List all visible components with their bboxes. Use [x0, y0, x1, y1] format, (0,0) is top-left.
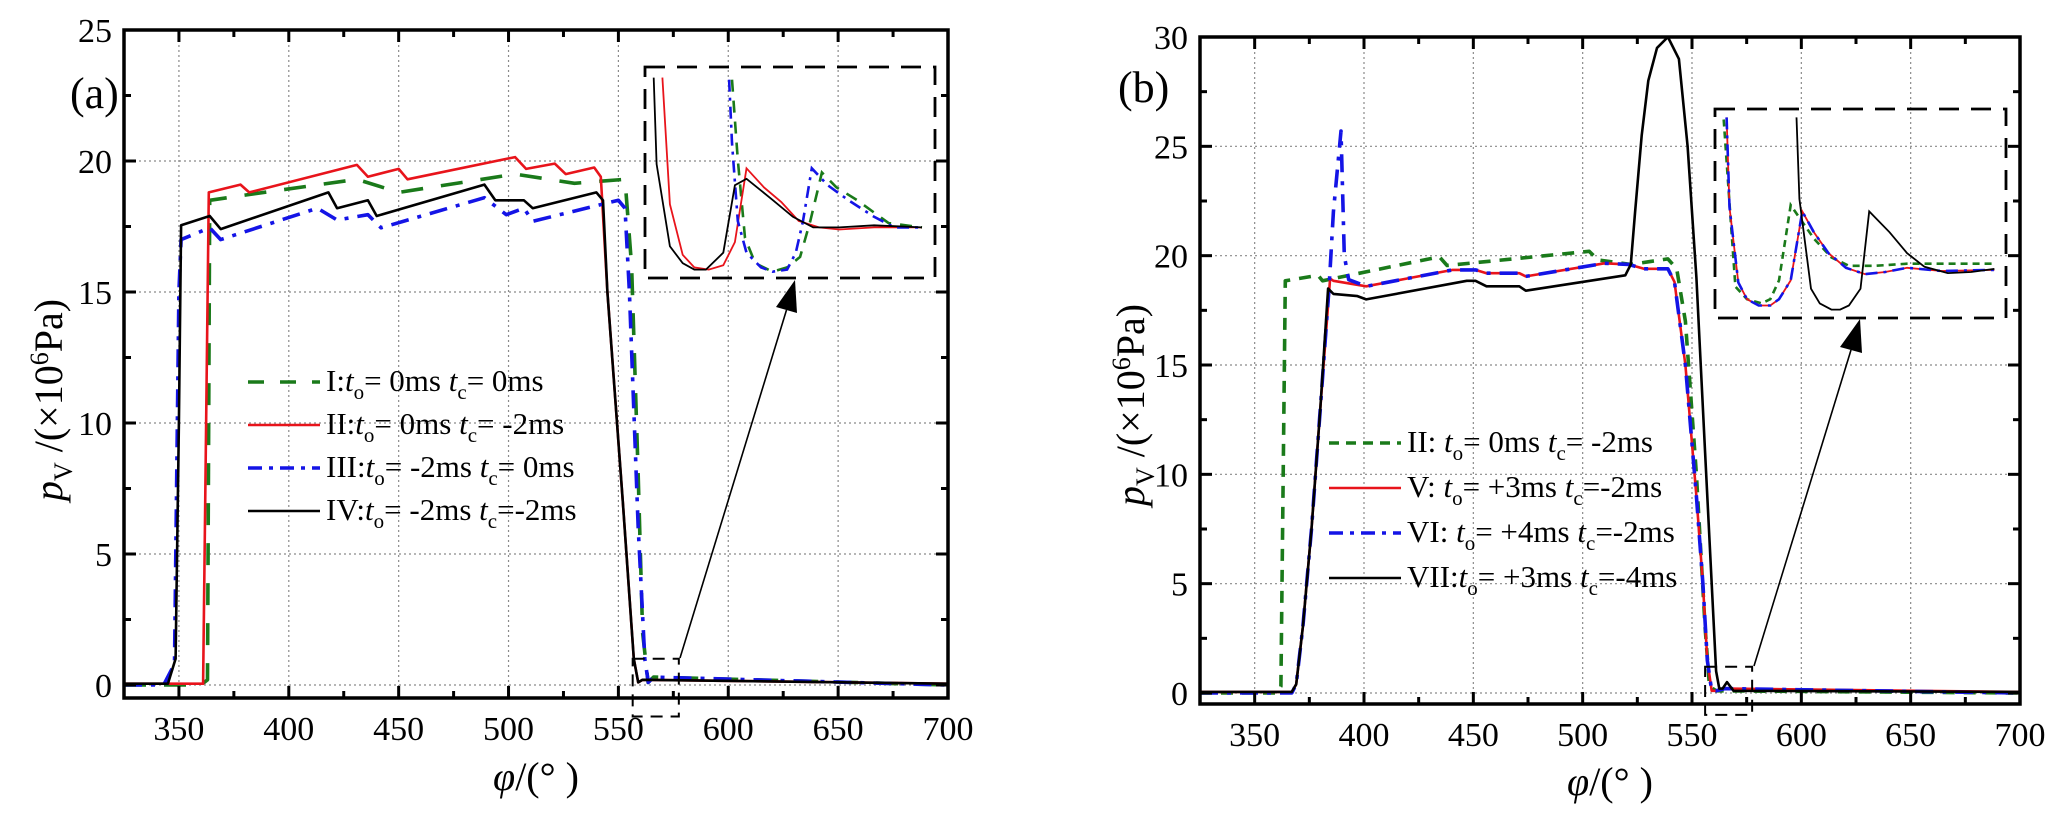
y-tick-label: 15 [78, 275, 112, 312]
inset-line-II [1722, 119, 1995, 305]
y-tick-label: 30 [1154, 20, 1188, 57]
inset-magnified-view [1713, 107, 2008, 320]
x-tick-label: 600 [703, 711, 754, 748]
legend-label: V: to= +3ms tc=-2ms [1407, 469, 1662, 510]
x-tick-label: 350 [153, 711, 204, 748]
legend-item-V: V: to= +3ms tc=-2ms [1329, 469, 1662, 510]
legend-label: II: to= 0ms tc= -2ms [1407, 424, 1653, 465]
legend-label: III:to= -2ms tc= 0ms [326, 449, 575, 490]
gridlines [124, 30, 948, 698]
x-tick-label: 400 [263, 711, 314, 748]
series-line-IV [124, 183, 948, 686]
legend-item-II: II:to= 0ms tc= -2ms [248, 406, 564, 447]
chart-panel-b: 350 400 450 500 550 600 650 700 0 5 10 15 20 25 30 (b) φ… [1107, 20, 2046, 804]
inset-line-VII [1795, 117, 1995, 311]
y-tick-label: 10 [1154, 457, 1188, 494]
x-axis-title: φ/(° ) [493, 754, 579, 799]
x-tick-label: 350 [1229, 717, 1280, 754]
arrow-head-icon [1840, 319, 1862, 353]
legend-item-III: III:to= -2ms tc= 0ms [248, 449, 575, 490]
y-tick-label: 15 [1154, 348, 1188, 385]
y-tick-label: 5 [1171, 567, 1188, 604]
inset-line-IV [652, 77, 923, 271]
x-axis-title: φ/(° ) [1567, 759, 1653, 804]
legend-item-VI: VI: to= +4ms tc=-2ms [1329, 514, 1675, 555]
zoom-region-box [1704, 665, 1754, 716]
y-tick-label: 0 [1171, 676, 1188, 713]
y-tick-label: 25 [1154, 129, 1188, 166]
legend-label: IV:to= -2ms tc=-2ms [326, 492, 577, 533]
x-tick-label: 650 [1885, 717, 1936, 754]
inset-magnified-view [643, 65, 937, 280]
y-tick-label: 0 [95, 668, 112, 705]
legend-label: VII:to= +3ms tc=-4ms [1407, 559, 1677, 600]
legend-item-IV: IV:to= -2ms tc=-2ms [248, 492, 577, 533]
x-tick-label: 650 [813, 711, 864, 748]
series-group [124, 155, 948, 687]
legend-item-II: II: to= 0ms tc= -2ms [1329, 424, 1653, 465]
pointer-arrow-line [679, 309, 788, 659]
inset-frame [1713, 107, 2008, 320]
y-tick-label: 10 [78, 406, 112, 443]
gridlines [1200, 37, 2020, 704]
x-tick-label: 450 [1448, 717, 1499, 754]
arrow-head-icon [776, 280, 797, 313]
x-tick-label: 700 [923, 711, 974, 748]
panel-label: (a) [70, 69, 119, 118]
legend-label: II:to= 0ms tc= -2ms [326, 406, 564, 447]
axes-frame [122, 28, 950, 700]
legend-item-VII: VII:to= +3ms tc=-4ms [1329, 559, 1677, 600]
x-tick-label: 700 [1995, 717, 2046, 754]
series-line-I [124, 172, 948, 687]
axes-frame [1198, 35, 2022, 706]
inset-line-II [661, 77, 922, 271]
legend-label: I:to= 0ms tc= 0ms [326, 363, 544, 404]
zoom-region-box [631, 657, 680, 718]
inset-line-III [727, 79, 922, 274]
x-tick-label: 450 [373, 711, 424, 748]
y-tick-label: 20 [1154, 239, 1188, 276]
inset-line-VI [1725, 117, 1995, 307]
x-tick-label: 600 [1776, 717, 1827, 754]
x-tick-label: 500 [1557, 717, 1608, 754]
y-tick-label: 25 [78, 13, 112, 50]
x-tick-label: 400 [1339, 717, 1390, 754]
series-group [1200, 35, 2020, 695]
chart-panel-a: 350 400 450 500 550 600 650 700 0 5 10 15 20 25 (a) φ/(… [25, 13, 974, 799]
x-tick-label: 550 [593, 711, 644, 748]
legend-item-I: I:to= 0ms tc= 0ms [248, 363, 544, 404]
inset-line-I [730, 79, 923, 274]
legend-label: VI: to= +4ms tc=-2ms [1407, 514, 1675, 555]
series-line-VI [1200, 129, 2020, 695]
y-axis-title: pV /(×106Pa) [1107, 304, 1160, 509]
panel-label: (b) [1118, 63, 1169, 112]
inset-frame [643, 65, 937, 280]
y-tick-label: 20 [78, 144, 112, 181]
y-axis-title: pV /(×106Pa) [25, 299, 78, 504]
y-tick-label: 5 [95, 537, 112, 574]
x-tick-label: 500 [483, 711, 534, 748]
x-tick-label: 550 [1667, 717, 1718, 754]
pointer-arrow-line [1753, 349, 1852, 667]
series-line-VII [1200, 35, 2020, 694]
